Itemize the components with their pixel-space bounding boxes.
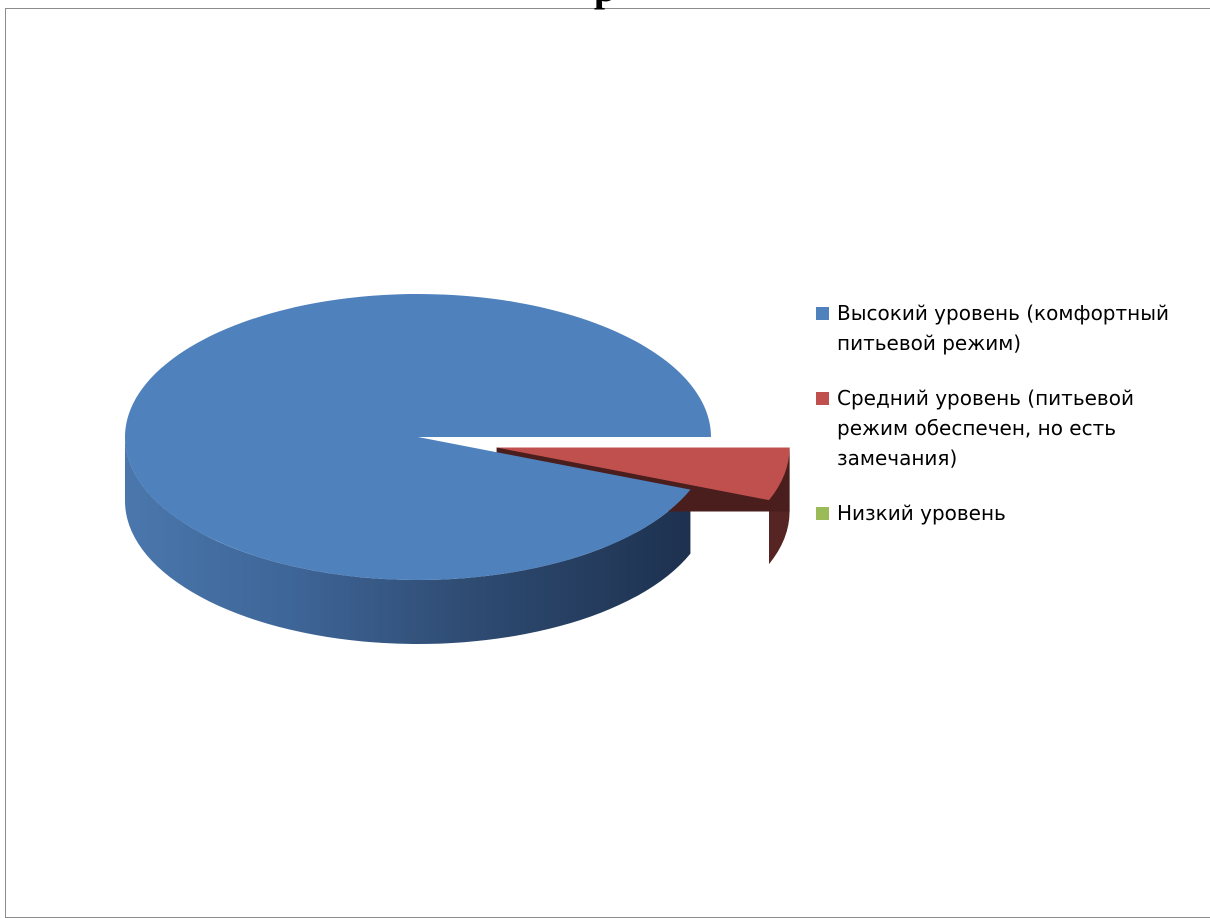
chart-legend: Высокий уровень (комфортный питьевой реж… xyxy=(816,298,1206,528)
chart-title: р xyxy=(0,0,1210,16)
legend-item-medium: Средний уровень (питьевой режим обеспече… xyxy=(816,383,1206,473)
legend-item-low: Низкий уровень xyxy=(816,498,1206,528)
pie-slice-high xyxy=(125,293,712,580)
legend-label-low: Низкий уровень xyxy=(837,501,1006,525)
legend-item-high: Высокий уровень (комфортный питьевой реж… xyxy=(816,298,1206,358)
pie-side-high xyxy=(125,437,691,644)
legend-swatch-high xyxy=(816,307,829,320)
legend-label-medium: Средний уровень (питьевой режим обеспече… xyxy=(837,386,1134,470)
legend-label-high: Высокий уровень (комфортный питьевой реж… xyxy=(837,301,1170,355)
legend-swatch-low xyxy=(816,507,829,520)
pie-slice-medium xyxy=(496,447,790,501)
legend-swatch-medium xyxy=(816,392,829,405)
